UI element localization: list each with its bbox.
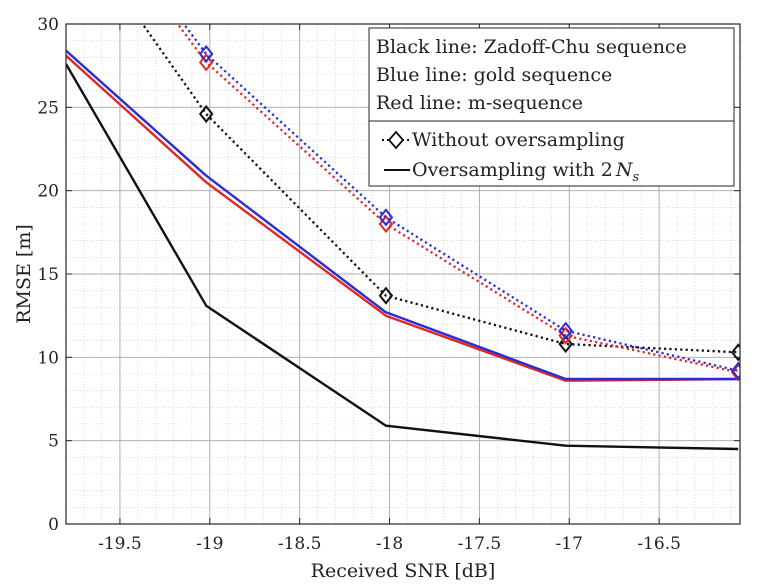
y-tick-label: 30 <box>37 15 59 35</box>
x-tick-label: -18 <box>376 534 403 554</box>
legend-oversampling-text: Oversampling with 2 <box>412 159 613 181</box>
y-tick-label: 20 <box>37 182 59 202</box>
legend: Black line: Zadoff-Chu sequence Blue lin… <box>368 27 735 187</box>
legend-subscript-s: s <box>632 170 639 185</box>
data-point-zadoff-chu-without-oversampling <box>378 286 394 305</box>
x-tick-label: -18.5 <box>278 534 322 554</box>
data-point-m-sequence-without-oversampling <box>730 363 740 382</box>
legend-oversampling-2ns: Oversampling with 2 Ns <box>412 159 639 185</box>
x-tick-label: -16.5 <box>637 534 681 554</box>
legend-box <box>368 27 735 187</box>
series-line-zadoff-chu-without-oversampling <box>141 24 739 354</box>
series-group <box>66 24 740 451</box>
y-tick-labels: 0 5 10 15 20 25 30 <box>37 15 59 535</box>
y-tick-label: 0 <box>48 515 59 535</box>
x-axis-label: Received SNR [dB] <box>311 560 496 582</box>
data-point-gold-without-oversampling <box>730 361 740 380</box>
y-tick-label: 10 <box>37 348 59 368</box>
y-tick-label: 25 <box>37 98 59 118</box>
data-point-zadoff-chu-without-oversampling <box>730 343 740 362</box>
y-tick-label: 15 <box>37 265 59 285</box>
legend-without-oversampling: Without oversampling <box>412 129 625 151</box>
legend-symbol-n: N <box>615 159 634 181</box>
legend-note-gold: Blue line: gold sequence <box>376 64 612 86</box>
data-point-zadoff-chu-without-oversampling <box>198 104 214 124</box>
data-point-gold-without-oversampling <box>378 208 394 227</box>
data-point-zadoff-chu-without-oversampling <box>558 334 573 354</box>
x-tick-labels: -19.5 -19 -18.5 -18 -17.5 -17 -16.5 <box>98 534 681 554</box>
data-point-m-sequence-without-oversampling <box>198 53 214 72</box>
series-line-gold-oversampling-2ns <box>66 49 739 381</box>
series-line-zadoff-chu-oversampling-2ns <box>66 63 739 451</box>
x-tick-label: -19 <box>196 534 223 554</box>
data-point-gold-without-oversampling <box>198 44 214 64</box>
y-tick-label: 5 <box>48 432 59 452</box>
legend-diamond-icon <box>387 130 405 150</box>
data-point-m-sequence-without-oversampling <box>378 214 394 234</box>
x-tick-label: -17.5 <box>458 534 502 554</box>
x-tick-label: -17 <box>556 534 583 554</box>
y-axis-label: RMSE [m] <box>13 224 35 324</box>
x-tick-label: -19.5 <box>98 534 142 554</box>
legend-note-zadoff-chu: Black line: Zadoff-Chu sequence <box>376 36 687 58</box>
data-point-gold-without-oversampling <box>558 321 573 340</box>
legend-note-m-sequence: Red line: m-sequence <box>376 92 583 114</box>
